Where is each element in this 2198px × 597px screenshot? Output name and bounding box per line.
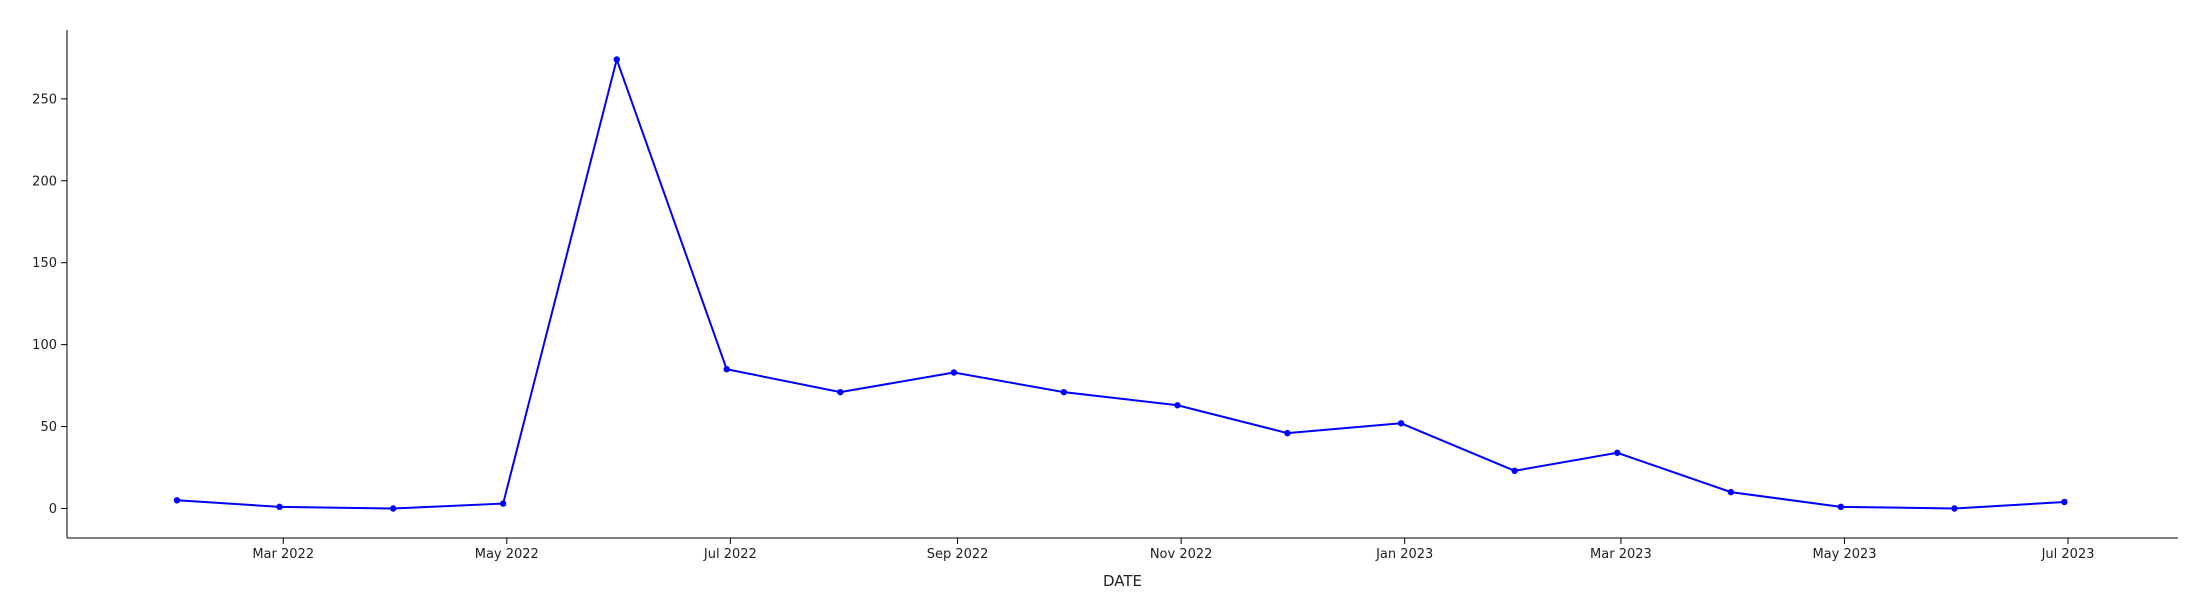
y-tick-label: 100 — [32, 338, 57, 353]
x-axis: Mar 2022 May 2022 Jul 2022 Sep 2022 Nov 2022… — [67, 537, 2178, 562]
y-tick-label: 200 — [32, 174, 57, 189]
x-tick-label: May 2022 — [475, 547, 539, 562]
y-tick-label: 250 — [32, 92, 57, 107]
data-point — [1837, 503, 1845, 511]
data-point — [389, 505, 397, 512]
data-point — [837, 388, 844, 396]
x-tick-label: Mar 2023 — [1590, 547, 1652, 562]
x-tick-label: Mar 2022 — [252, 547, 314, 562]
data-point — [1951, 505, 1958, 512]
data-point — [276, 503, 283, 511]
data-point — [1284, 429, 1291, 437]
x-tick-label: Sep 2022 — [927, 547, 989, 562]
data-point — [499, 500, 507, 507]
data-point — [723, 366, 730, 373]
x-tick-label: Jul 2022 — [703, 547, 757, 562]
data-point — [1727, 488, 1735, 496]
data-point — [1397, 420, 1405, 427]
x-tick-label: May 2023 — [1812, 547, 1876, 562]
data-point — [613, 56, 620, 63]
x-tick-label: Jul 2023 — [2041, 547, 2095, 562]
series-group — [173, 56, 2068, 512]
x-tick-label: Jan 2023 — [1375, 547, 1433, 562]
data-point — [2061, 498, 2068, 506]
data-point — [950, 369, 958, 376]
y-tick-label: 150 — [32, 256, 57, 271]
x-axis-title: DATE — [1103, 572, 1142, 590]
data-point — [1614, 449, 1621, 456]
data-point — [1174, 402, 1181, 409]
data-point — [1511, 467, 1518, 475]
series-line — [176, 56, 2065, 510]
x-tick-label: Nov 2022 — [1150, 547, 1213, 562]
data-point — [1060, 388, 1068, 396]
data-point — [173, 497, 181, 504]
y-tick-label: 50 — [40, 420, 57, 435]
y-tick-label: 0 — [49, 502, 57, 517]
y-axis: 0 50 100 150 200 250 — [32, 30, 68, 538]
